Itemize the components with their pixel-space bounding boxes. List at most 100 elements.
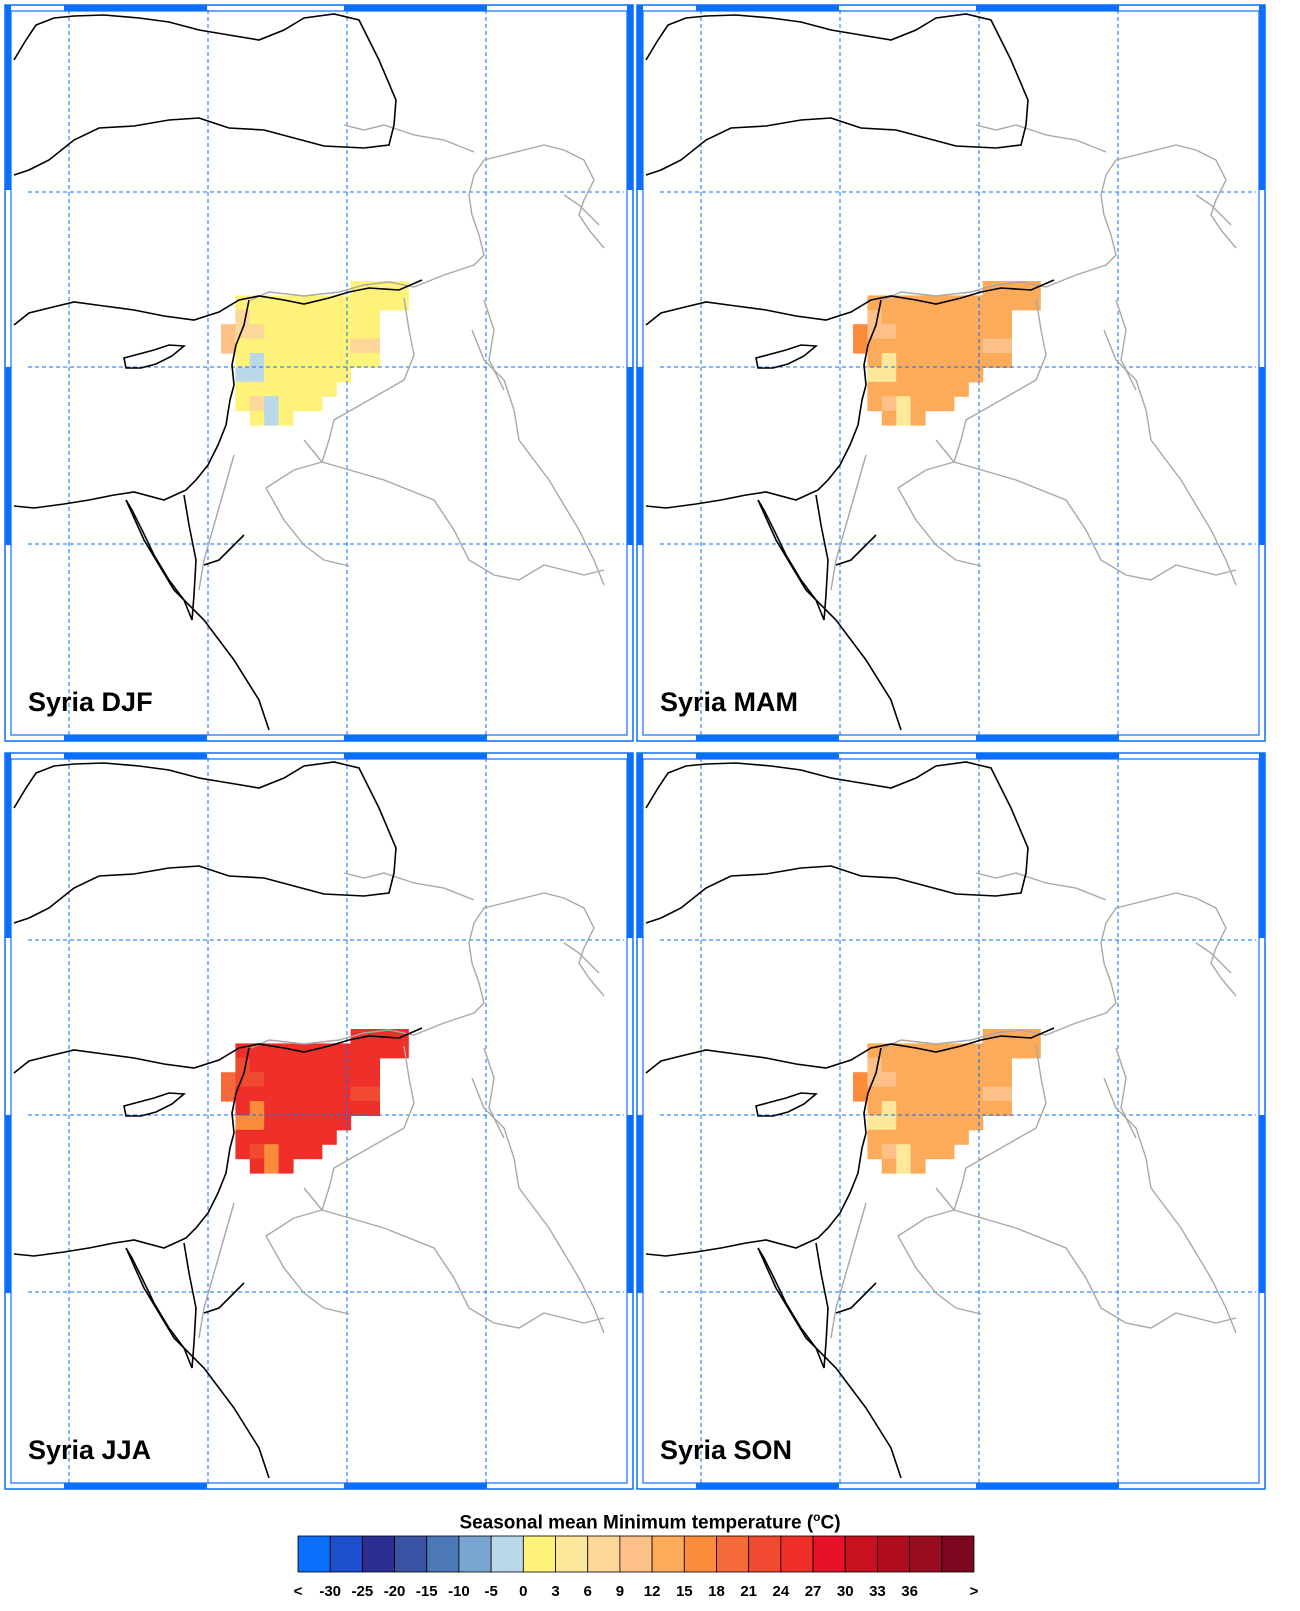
grid-cell: [264, 1129, 280, 1145]
colorbar-swatch: [490, 1535, 524, 1573]
coastlines: [13, 13, 423, 731]
grid-cell: [278, 353, 294, 368]
grid-cell: [925, 396, 940, 412]
colorbar-tick-label: 30: [837, 1583, 854, 1600]
colorbar-tick-label: -20: [384, 1583, 406, 1600]
grid-cell: [278, 324, 294, 340]
grid-cell: [953, 1086, 969, 1102]
grid-cell: [278, 1101, 294, 1116]
grid-cell: [249, 410, 265, 426]
grid-cell: [939, 367, 955, 383]
grid-cell: [910, 295, 926, 311]
grid-cell: [1025, 1043, 1041, 1059]
grid-cell: [221, 1086, 236, 1102]
border-line: [321, 1209, 605, 1329]
grid-cell: [249, 1101, 265, 1116]
grid-cell: [264, 1057, 280, 1073]
grid-cell: [365, 1043, 380, 1059]
colorbar-swatch: [522, 1535, 556, 1573]
frame-tick-bar: [627, 753, 633, 938]
grid-cell: [910, 1043, 926, 1059]
border-line: [471, 1077, 605, 1334]
grid-cell: [249, 396, 265, 412]
colorbar-tick-label: 0: [519, 1583, 527, 1600]
grid-cell: [336, 338, 352, 354]
frame-tick-bar: [64, 753, 207, 759]
map-panel-jja: Syria JJA: [4, 748, 634, 1496]
grid-cell: [365, 1086, 380, 1102]
grid-cell: [896, 396, 912, 412]
grid-cell: [278, 381, 294, 397]
border-line: [265, 1187, 350, 1315]
frame-tick-bar: [64, 735, 207, 741]
grid-cell: [336, 1057, 352, 1073]
grid-cell: [293, 381, 308, 397]
colorbar-title-text: Seasonal mean Minimum temperature (: [459, 1512, 814, 1534]
grid-cell: [925, 381, 940, 397]
grid-cell: [968, 353, 984, 368]
grid-cell: [336, 1115, 352, 1131]
grid-cell: [278, 367, 294, 383]
border-line: [1103, 1077, 1237, 1334]
grid-cell: [939, 1043, 955, 1059]
frame-tick-bar: [696, 753, 839, 759]
grid-cell: [896, 367, 912, 383]
grid-cell: [350, 1101, 366, 1116]
border-line: [343, 124, 475, 153]
grid-cell: [997, 1057, 1012, 1073]
colorbar-tick-label: 36: [901, 1583, 918, 1600]
grid-cell: [853, 1072, 868, 1088]
colorbar-tick-label: -5: [484, 1583, 497, 1600]
grid-cell: [350, 309, 366, 325]
coast-line: [757, 499, 902, 731]
grid-cell: [968, 367, 984, 383]
grid-cell: [982, 1072, 998, 1088]
border-line: [563, 194, 600, 226]
border-line: [1115, 299, 1137, 391]
grid-cell: [221, 1072, 236, 1088]
grid-cell: [910, 309, 926, 325]
colorbar-tick-label: 21: [740, 1583, 757, 1600]
grid-cell: [1011, 295, 1027, 311]
grid-cell: [264, 338, 280, 354]
grid-cell: [867, 338, 883, 354]
grid-cell: [321, 367, 337, 383]
border-line: [343, 872, 475, 901]
frame-tick-bar: [637, 1115, 643, 1293]
grid-cell: [867, 381, 883, 397]
panel-title: Syria MAM: [660, 687, 799, 717]
coast-line: [755, 1092, 819, 1117]
grid-cell: [249, 1057, 265, 1073]
grid-cell: [982, 1086, 998, 1102]
grid-cell: [881, 1158, 897, 1174]
border-line: [250, 892, 605, 1049]
grid-cell: [896, 324, 912, 340]
frame-tick-bar: [5, 5, 11, 190]
panel-title: Syria DJF: [28, 687, 153, 717]
grid-cell: [249, 1072, 265, 1088]
grid-cell: [264, 396, 280, 412]
grid-cell: [968, 1057, 984, 1073]
grid-cell: [307, 1115, 323, 1131]
grid-cell: [968, 1043, 984, 1059]
grid-cell: [939, 353, 955, 368]
grid-cell: [350, 1043, 366, 1059]
grid-cell: [896, 309, 912, 325]
grid-cell: [336, 1101, 352, 1116]
grid-cell: [997, 338, 1012, 354]
grid-cell: [336, 353, 352, 368]
frame-tick-bar: [627, 5, 633, 190]
grid-cell: [321, 338, 337, 354]
border-line: [198, 1202, 235, 1339]
grid-cell: [278, 1115, 294, 1131]
grid-cell: [293, 1129, 308, 1145]
colorbar-tick-label: 9: [616, 1583, 624, 1600]
colorbar: < -30 -25 -20 -15 -10 -5 0 3 6 9 12 15 18 21 24 27 30 33 36…: [294, 1535, 979, 1600]
grid-cell: [925, 309, 940, 325]
coastlines: [13, 761, 423, 1479]
grid-cell: [953, 1057, 969, 1073]
frame-tick-bar: [1259, 1115, 1265, 1293]
grid-cell: [910, 338, 926, 354]
grid-cell: [881, 1072, 897, 1088]
country-borders: [198, 872, 605, 1339]
